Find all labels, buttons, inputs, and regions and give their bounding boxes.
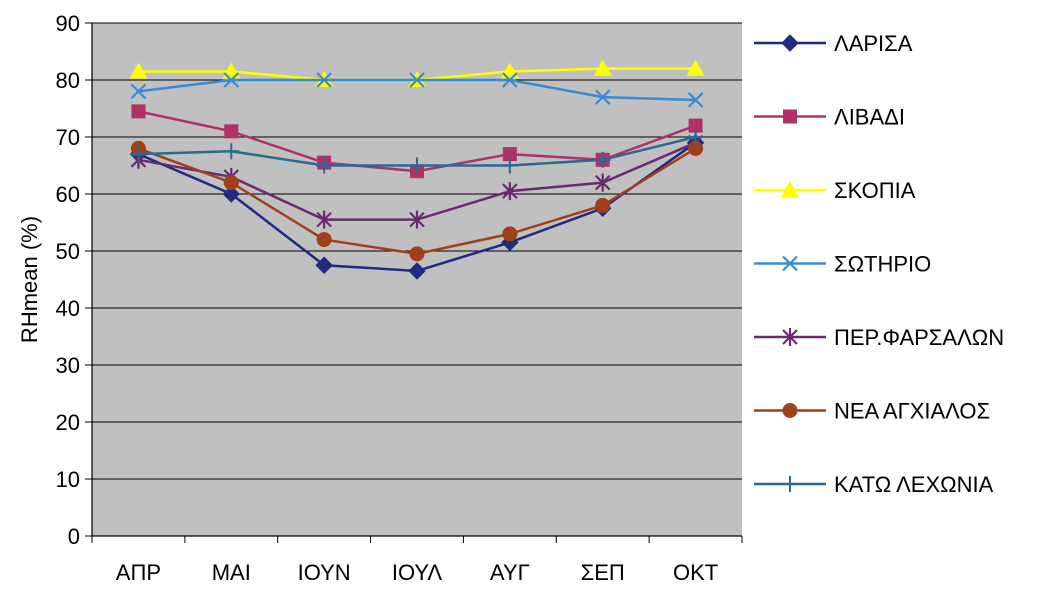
- x-tick-label: ΣΕΠ: [581, 560, 625, 585]
- legend-label: ΣΚΟΠΙΑ: [834, 178, 916, 203]
- legend-marker: [781, 34, 799, 52]
- data-point: [316, 157, 333, 174]
- data-point: [688, 118, 703, 133]
- legend-marker: [783, 109, 797, 124]
- data-point: [409, 246, 425, 262]
- data-point: [594, 89, 611, 105]
- legend-marker: [782, 476, 798, 492]
- legend-label: ΛΙΒΑΔΙ: [834, 105, 905, 130]
- data-point: [687, 129, 704, 145]
- data-point: [223, 143, 240, 160]
- x-tick-label: ΑΠΡ: [116, 560, 161, 585]
- y-tick-label: 30: [56, 353, 80, 378]
- legend-item: ΚΑΤΩ ΛΕΧΩΝΙΑ: [754, 472, 994, 497]
- data-point: [129, 62, 148, 79]
- data-point: [502, 72, 518, 88]
- y-tick-label: 70: [56, 125, 80, 150]
- legend-item: ΝΕΑ ΑΓΧΙΑΛΟΣ: [754, 399, 990, 424]
- data-point: [316, 232, 332, 248]
- series-7: [130, 129, 704, 174]
- data-point: [222, 185, 240, 203]
- legend-label: ΠΕΡ.ΦΑΡΣΑΛΩΝ: [834, 325, 1004, 350]
- legend-item: ΣΩΤΗΡΙΟ: [754, 252, 931, 277]
- data-point: [502, 182, 518, 201]
- y-tick-label: 10: [56, 467, 80, 492]
- data-point: [594, 173, 611, 192]
- x-tick-label: ΙΟΥΝ: [298, 560, 351, 585]
- data-point: [502, 147, 517, 162]
- y-tick-label: 0: [68, 524, 80, 549]
- legend-marker: [782, 328, 798, 346]
- x-tick-label: ΟΚΤ: [673, 560, 718, 585]
- data-point: [688, 140, 704, 156]
- legend-label: ΝΕΑ ΑΓΧΙΑΛΟΣ: [834, 399, 990, 424]
- legend-item: ΠΕΡ.ΦΑΡΣΑΛΩΝ: [754, 325, 1004, 350]
- data-point: [131, 104, 146, 119]
- legend-label: ΣΩΤΗΡΙΟ: [834, 252, 931, 277]
- y-tick-label: 60: [56, 182, 80, 207]
- legend-marker: [781, 181, 799, 197]
- legend-label: ΚΑΤΩ ΛΕΧΩΝΙΑ: [834, 472, 994, 497]
- data-point: [687, 92, 704, 108]
- axes: [91, 23, 743, 543]
- series-6: [130, 140, 704, 262]
- data-point: [316, 72, 332, 88]
- y-axis-title: RHmean (%): [17, 216, 42, 343]
- x-tick-label: ΜΑΙ: [212, 560, 251, 585]
- y-tick-labels: 0 10 20 30 40 50 60 70 80 90: [56, 11, 80, 549]
- legend-marker: [782, 403, 798, 418]
- data-point: [409, 210, 425, 229]
- y-tick-label: 80: [56, 68, 80, 93]
- data-point: [130, 146, 147, 163]
- data-point: [224, 124, 239, 139]
- series-4: [130, 72, 704, 108]
- data-point: [409, 157, 425, 174]
- data-point: [593, 59, 612, 76]
- data-point: [595, 197, 611, 213]
- data-point: [409, 72, 425, 88]
- data-point: [501, 157, 518, 174]
- y-tick-label: 50: [56, 239, 80, 264]
- legend-item: ΛΙΒΑΔΙ: [754, 105, 905, 130]
- data-point: [502, 226, 518, 242]
- data-point: [594, 151, 611, 168]
- legend-label: ΛΑΡΙΣΑ: [834, 31, 913, 56]
- legend-marker: [782, 255, 798, 272]
- data-point: [408, 262, 426, 280]
- y-tick-label: 90: [56, 11, 80, 36]
- data-point: [686, 59, 705, 76]
- data-point: [130, 83, 147, 100]
- data-point: [315, 256, 333, 274]
- data-point: [223, 175, 239, 191]
- series-layer: [129, 59, 705, 280]
- legend: ΛΑΡΙΣΑ ΛΙΒΑΔΙ ΣΚΟΠΙΑ ΣΩΤΗΡΙΟ ΠΕΡ.ΦΑΡΣΑΛΩΝ ΝΕΑ…: [754, 31, 1004, 497]
- legend-item: ΛΑΡΙΣΑ: [754, 31, 913, 56]
- data-point: [223, 72, 240, 88]
- legend-item: ΣΚΟΠΙΑ: [754, 178, 916, 203]
- y-tick-label: 40: [56, 296, 80, 321]
- y-tick-label: 20: [56, 410, 80, 435]
- x-tick-label: ΙΟΥΛ: [392, 560, 443, 585]
- x-tick-label: ΑΥΓ: [490, 560, 530, 585]
- data-point: [316, 210, 332, 229]
- x-tick-labels: ΑΠΡ ΜΑΙ ΙΟΥΝ ΙΟΥΛ ΑΥΓ ΣΕΠ ΟΚΤ: [116, 560, 718, 585]
